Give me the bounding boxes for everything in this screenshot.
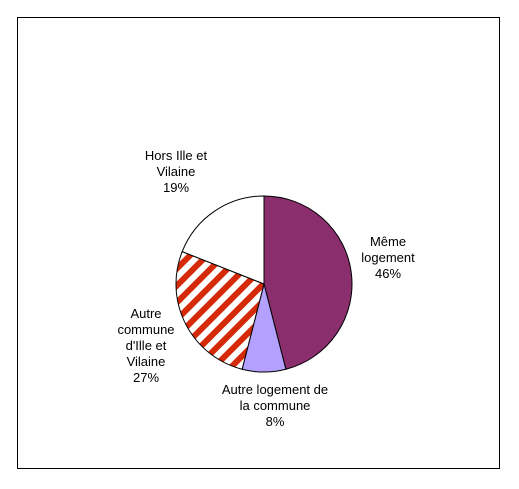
value-label: 8% xyxy=(265,414,285,429)
pie-slice xyxy=(175,250,265,370)
pie-slice xyxy=(181,195,265,285)
data-label: Hors Ille et Vilaine 19% xyxy=(135,148,217,196)
value-label: 46% xyxy=(374,266,402,281)
value-label: 19% xyxy=(162,180,190,195)
pie-slice xyxy=(263,195,353,370)
data-label: Autre commune d'Ille et Vilaine 27% xyxy=(112,306,180,386)
data-label: Autre logement de la commune 8% xyxy=(220,382,330,430)
value-label: 27% xyxy=(132,370,160,385)
chart-frame xyxy=(17,17,500,469)
category-label: Même logement xyxy=(361,234,415,265)
category-label: Hors Ille et Vilaine xyxy=(144,148,208,179)
data-label: Même logement 46% xyxy=(353,234,423,282)
category-label: Autre commune d'Ille et Vilaine xyxy=(117,306,175,369)
category-label: Autre logement de la commune xyxy=(221,382,329,413)
